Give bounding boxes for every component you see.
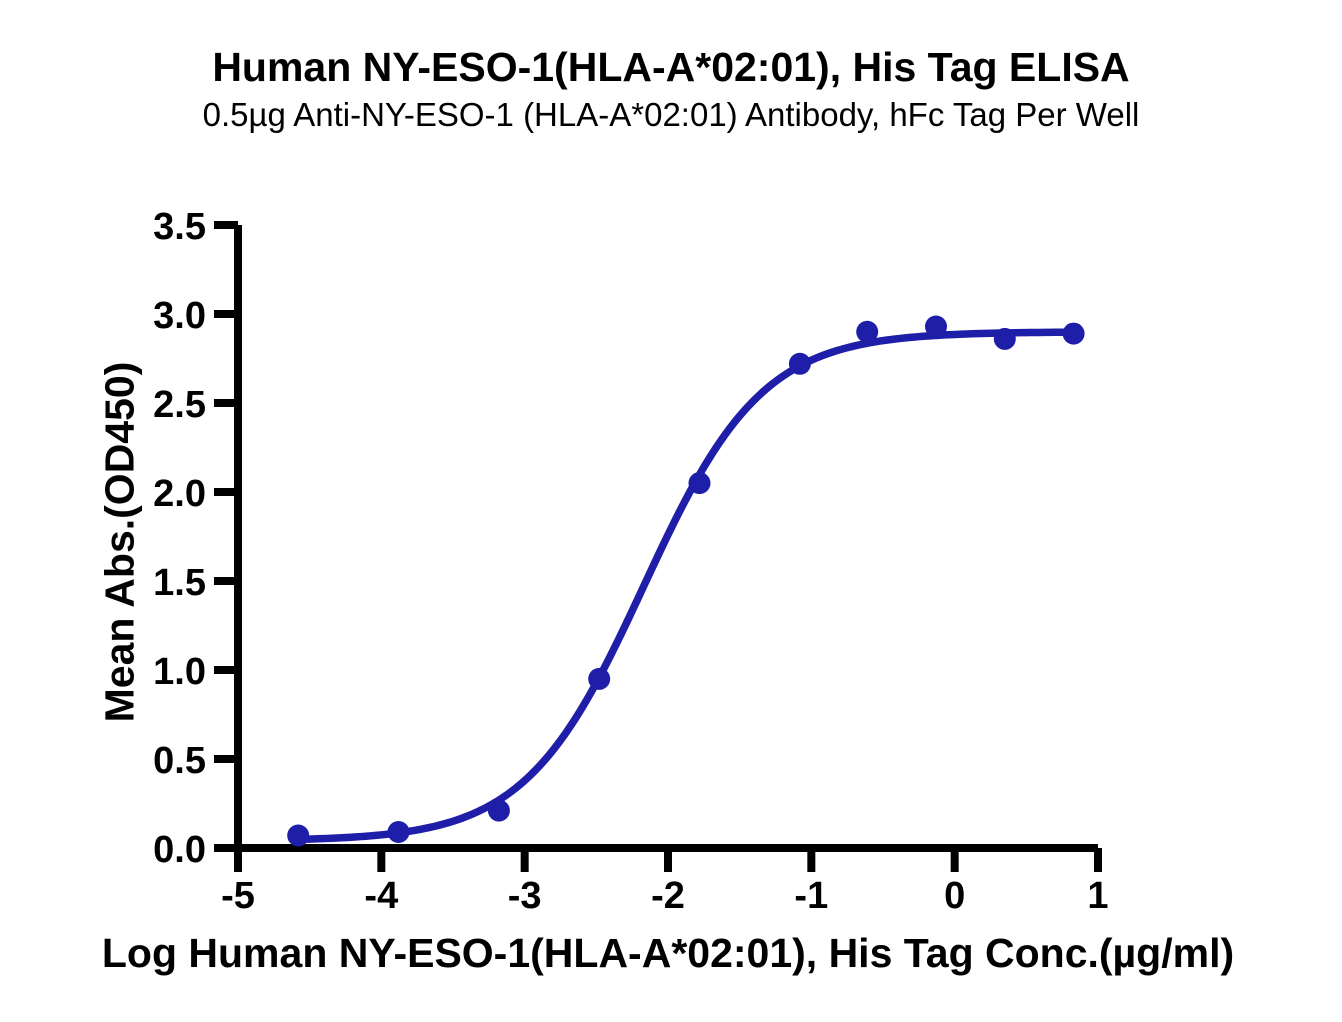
y-tick-label: 1.0 (153, 651, 206, 693)
y-tick-label: 3.5 (153, 206, 206, 248)
x-tick-label: -5 (221, 875, 255, 917)
x-tick-label: 1 (1087, 875, 1108, 917)
y-tick-label: 3.0 (153, 295, 206, 337)
x-tick-label: -4 (364, 875, 398, 917)
y-tick-label: 0.5 (153, 740, 206, 782)
fit-curve (294, 328, 1078, 844)
x-tick-label: -3 (508, 875, 542, 917)
data-point (856, 320, 879, 343)
data-point (588, 667, 611, 690)
x-tick-label: 0 (944, 875, 965, 917)
data-point (788, 352, 811, 375)
data-point (925, 315, 947, 338)
y-tick-label: 0.0 (153, 829, 206, 871)
chart-title: Human NY-ESO-1(HLA-A*02:01), His Tag ELI… (212, 44, 1130, 90)
data-point (487, 799, 510, 822)
data-point (387, 821, 410, 843)
data-point (688, 472, 711, 495)
x-tick-label: -2 (651, 875, 685, 917)
x-axis-label: Log Human NY-ESO-1(HLA-A*02:01), His Tag… (101, 930, 1235, 976)
chart-subtitle: 0.5µg Anti-NY-ESO-1 (HLA-A*02:01) Antibo… (202, 96, 1140, 133)
y-tick-label: 2.0 (153, 473, 206, 515)
data-point (1062, 322, 1085, 345)
x-tick-label: -1 (794, 875, 828, 917)
data-point (287, 824, 310, 847)
data-point (993, 327, 1016, 350)
y-axis-label: Mean Abs.(OD450) (96, 361, 143, 723)
y-tick-label: 2.5 (153, 384, 206, 426)
y-tick-label: 1.5 (153, 562, 206, 604)
